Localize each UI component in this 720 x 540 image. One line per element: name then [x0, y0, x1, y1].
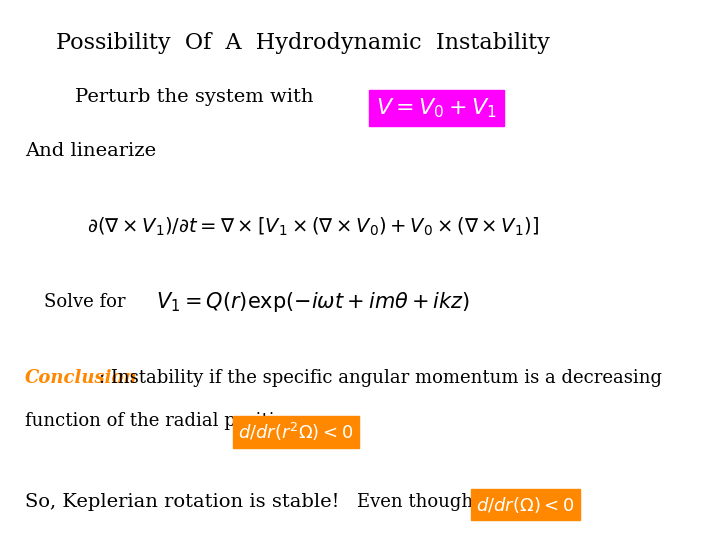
Text: Possibility  Of  A  Hydrodynamic  Instability: Possibility Of A Hydrodynamic Instabilit… [56, 32, 550, 55]
Text: Conclusion: Conclusion [25, 369, 138, 387]
Text: So, Keplerian rotation is stable!: So, Keplerian rotation is stable! [25, 493, 339, 511]
Text: $V = V_0 + V_1$: $V = V_0 + V_1$ [376, 96, 498, 120]
Text: $\partial(\nabla \times V_1)/\partial t = \nabla \times [V_1 \times (\nabla \tim: $\partial(\nabla \times V_1)/\partial t … [87, 215, 539, 238]
Text: And linearize: And linearize [25, 142, 156, 160]
Text: $d/dr(\Omega) < 0$: $d/dr(\Omega) < 0$ [477, 495, 575, 515]
Text: $d/dr(r^2\Omega) < 0$: $d/dr(r^2\Omega) < 0$ [238, 421, 354, 443]
Text: Even though: Even though [357, 493, 474, 511]
Text: function of the radial position: function of the radial position [25, 412, 297, 430]
Text: $V_1 = Q(r)\exp(-i\omega t + im\theta + ikz)$: $V_1 = Q(r)\exp(-i\omega t + im\theta + … [156, 291, 470, 314]
Text: : Instability if the specific angular momentum is a decreasing: : Instability if the specific angular mo… [99, 369, 662, 387]
Text: Perturb the system with: Perturb the system with [75, 88, 314, 106]
Text: Solve for: Solve for [44, 293, 125, 312]
